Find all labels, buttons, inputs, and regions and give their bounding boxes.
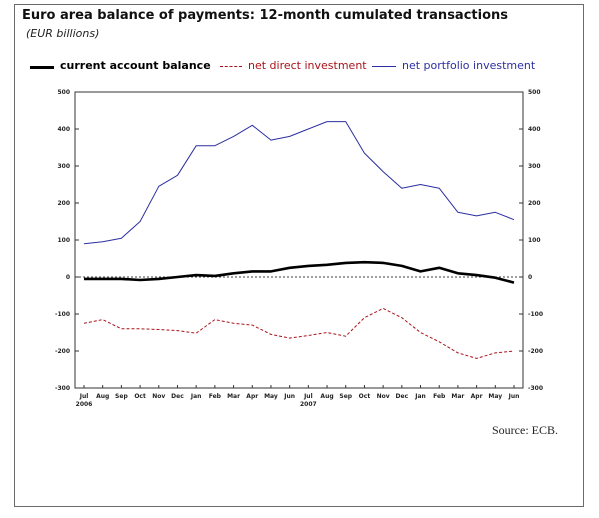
x-tick-label: Jan — [414, 393, 426, 400]
y-tick-label-right: -200 — [528, 348, 543, 355]
x-tick-label: Apr — [471, 393, 483, 400]
series-line-2 — [83, 121, 515, 245]
y-tick-label-left: 100 — [57, 237, 70, 244]
y-tick-label-left: -300 — [55, 385, 70, 392]
series-line-0 — [84, 260, 515, 284]
x-tick-label: Nov — [377, 393, 390, 400]
chart-frame — [14, 4, 584, 507]
legend-swatch-current-account — [30, 66, 54, 69]
y-tick-label-right: 300 — [528, 163, 541, 170]
x-tick-label: Jul — [303, 393, 313, 400]
x-tick-label: Dec — [396, 393, 409, 400]
y-tick-label-left: -100 — [55, 311, 70, 318]
x-tick-label: Mar — [227, 393, 240, 400]
x-tick-label: Feb — [433, 393, 446, 400]
source-note: Source: ECB. — [492, 423, 558, 437]
y-tick-label-right: 200 — [528, 200, 541, 207]
plot-area — [74, 91, 524, 389]
x-tick-label: May — [264, 393, 278, 400]
y-tick-label-left: -200 — [55, 348, 70, 355]
y-tick-label-left: 0 — [66, 274, 70, 281]
x-tick-label: May — [488, 393, 502, 400]
legend-swatch-portfolio-investment — [372, 66, 396, 67]
x-tick-label: Jun — [283, 393, 295, 400]
x-tick-label: Jul — [79, 393, 89, 400]
x-tick-label: Sep — [339, 393, 352, 400]
legend-label-direct-investment: net direct investment — [248, 59, 367, 72]
x-tick-label: Aug — [96, 393, 109, 400]
x-tick-label: Dec — [171, 393, 184, 400]
x-tick-label: Feb — [209, 393, 222, 400]
y-tick-label-left: 500 — [57, 89, 70, 96]
chart-subtitle: (EUR billions) — [26, 27, 100, 40]
legend-swatch-direct-investment — [220, 66, 242, 67]
legend-label-portfolio-investment: net portfolio investment — [402, 59, 536, 72]
y-tick-label-left: 300 — [57, 163, 70, 170]
legend-label-current-account: current account balance — [60, 59, 211, 72]
x-year-label: 2007 — [300, 401, 317, 408]
y-tick-label-right: 100 — [528, 237, 541, 244]
x-tick-label: Sep — [115, 393, 128, 400]
y-tick-label-left: 400 — [57, 126, 70, 133]
x-tick-label: Jun — [508, 393, 520, 400]
x-tick-label: Mar — [451, 393, 464, 400]
y-tick-label-left: 200 — [57, 200, 70, 207]
y-tick-label-right: 500 — [528, 89, 541, 96]
x-tick-label: Jan — [190, 393, 202, 400]
x-tick-label: Oct — [359, 393, 371, 400]
x-tick-label: Aug — [320, 393, 333, 400]
y-tick-label-right: -100 — [528, 311, 543, 318]
x-tick-label: Nov — [152, 393, 165, 400]
x-year-label: 2006 — [76, 401, 93, 408]
y-tick-label-right: 400 — [528, 126, 541, 133]
chart-title: Euro area balance of payments: 12-month … — [22, 8, 509, 23]
x-tick-label: Apr — [246, 393, 258, 400]
series-line-1 — [83, 307, 515, 359]
y-tick-label-right: 0 — [528, 274, 532, 281]
x-tick-label: Oct — [134, 393, 146, 400]
y-tick-label-right: -300 — [528, 385, 543, 392]
